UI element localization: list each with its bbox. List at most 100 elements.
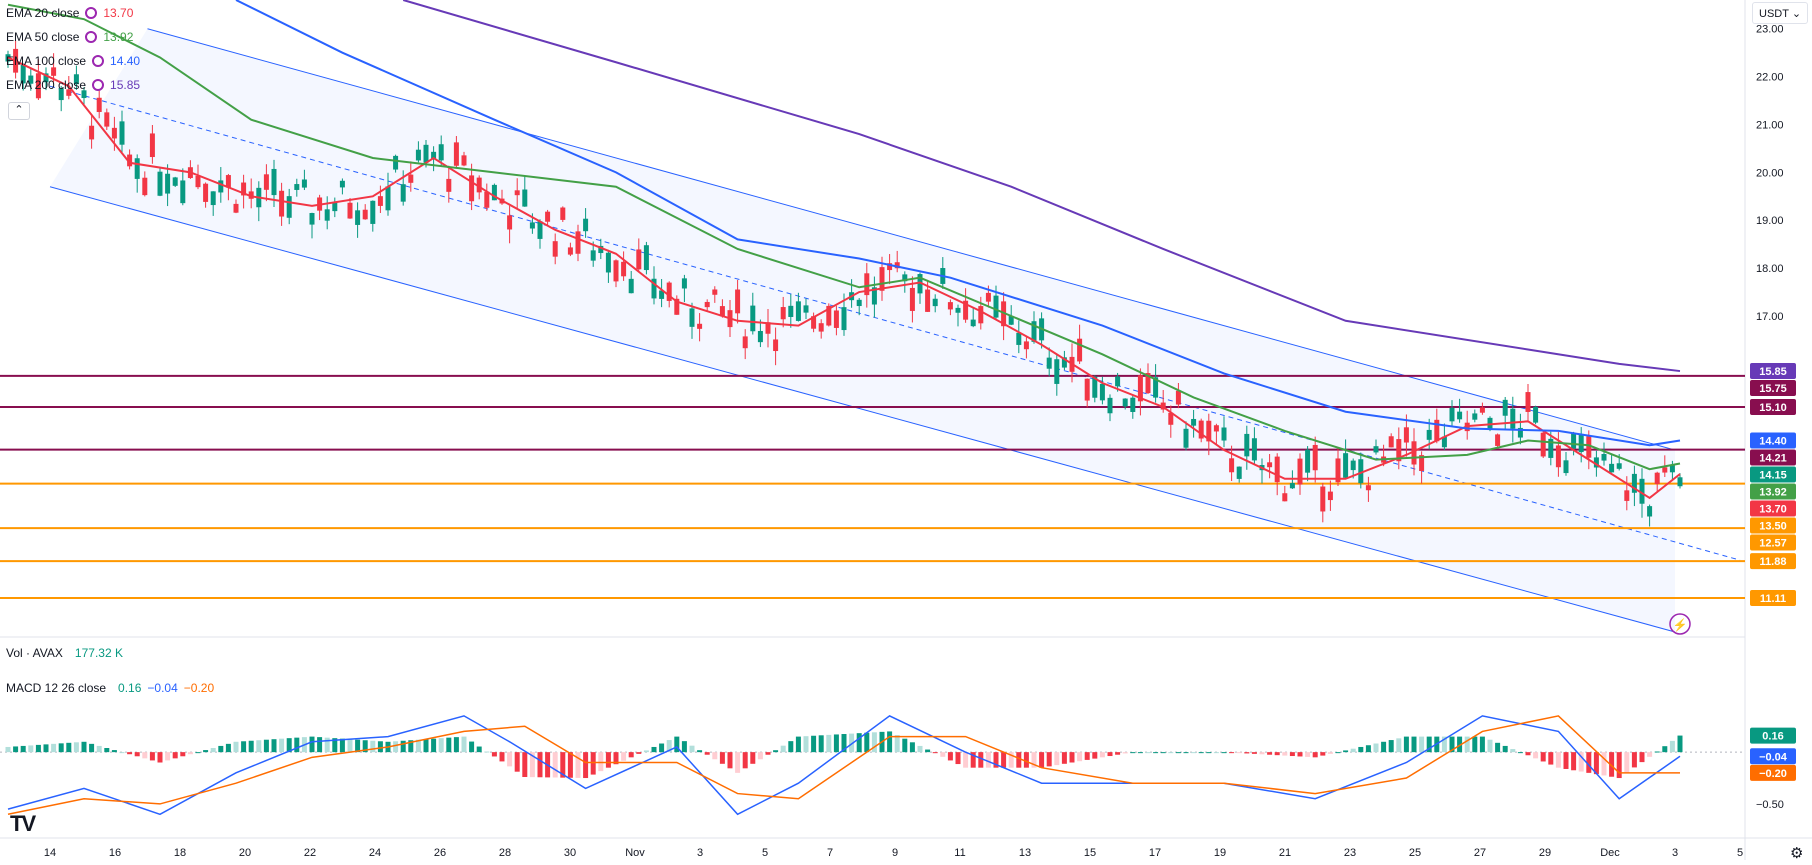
candle-body — [362, 209, 368, 220]
legend-volume-name: Vol · AVAX — [6, 646, 63, 660]
macd-bar — [1624, 752, 1630, 773]
macd-bar — [499, 752, 505, 762]
candle-body — [1388, 436, 1394, 448]
legend-macd[interactable]: MACD 12 26 close 0.16 −0.04 −0.20 — [6, 681, 214, 695]
candle-body — [1191, 418, 1197, 426]
macd-bar — [1289, 752, 1295, 757]
candle-body — [324, 209, 330, 221]
macd-bar — [1061, 752, 1067, 764]
candle-body — [955, 307, 961, 313]
candle-body — [522, 189, 528, 207]
tradingview-logo[interactable]: TV — [10, 811, 36, 836]
macd-bar — [1472, 736, 1478, 753]
candle-body — [978, 306, 984, 324]
ema-line-0 — [7, 56, 1681, 500]
macd-bar — [1168, 752, 1174, 754]
candle-body — [621, 261, 627, 277]
legend-ema50[interactable]: EMA 50 close 13.92 — [6, 30, 133, 44]
candle-body — [704, 301, 710, 308]
macd-bar — [400, 740, 406, 753]
macd-bar — [165, 752, 171, 761]
candle-body — [689, 308, 695, 327]
macd-bar — [560, 752, 566, 778]
legend-ema20[interactable]: EMA 20 close 13.70 — [6, 6, 133, 20]
macd-bar — [1175, 752, 1181, 754]
candle-body — [58, 88, 64, 101]
macd-bar — [727, 752, 733, 769]
candle-body — [43, 73, 49, 83]
macd-histogram — [5, 731, 1683, 779]
macd-bar — [1191, 752, 1197, 754]
macd-bar — [1251, 752, 1257, 754]
macd-bar — [1647, 752, 1653, 757]
time-tick-label: 18 — [174, 847, 186, 859]
candle-body — [993, 295, 999, 318]
macd-bar — [871, 732, 877, 753]
macd-bar — [256, 740, 262, 753]
macd-bar — [735, 752, 741, 773]
candle-body — [89, 125, 95, 140]
candle-body — [286, 196, 292, 218]
macd-bar — [681, 741, 687, 753]
candle-body — [567, 247, 573, 255]
candle-body — [1183, 428, 1189, 448]
candle-body — [1289, 483, 1295, 489]
collapse-legend-button[interactable]: ⌃ — [8, 102, 30, 120]
candle-body — [309, 213, 315, 225]
indicator-settings-icon[interactable] — [85, 7, 98, 19]
gear-icon[interactable]: ⚙ — [1790, 845, 1804, 862]
macd-bar — [393, 741, 399, 753]
candle-body — [902, 274, 908, 282]
legend-ema100[interactable]: EMA 100 close 14.40 — [6, 54, 140, 68]
candle-body — [1609, 463, 1615, 473]
macd-bar — [605, 752, 611, 768]
candle-body — [1373, 446, 1379, 453]
candle-body — [370, 200, 376, 224]
legend-ema200[interactable]: EMA 200 close 15.85 — [6, 78, 140, 92]
candle-body — [1198, 420, 1204, 439]
macd-bar — [955, 752, 961, 765]
candle-body — [818, 323, 824, 332]
candle-body — [96, 97, 102, 112]
macd-bar — [1426, 736, 1432, 753]
currency-selector[interactable]: USDT ⌄ — [1752, 2, 1808, 24]
channel-middle-line — [49, 85, 1741, 561]
candle-body — [1092, 376, 1098, 398]
macd-bar — [1441, 736, 1447, 753]
indicator-settings-icon[interactable] — [92, 55, 105, 67]
indicator-settings-icon[interactable] — [92, 79, 105, 91]
legend-volume[interactable]: Vol · AVAX 177.32 K — [6, 646, 123, 660]
macd-bar — [203, 750, 209, 753]
candle-body — [1084, 378, 1090, 401]
macd-bar — [1145, 752, 1151, 754]
chevron-down-icon: ⌄ — [1791, 8, 1802, 20]
macd-tag-label: 0.16 — [1762, 731, 1783, 743]
macd-bar — [1274, 752, 1280, 756]
macd-bar — [66, 742, 72, 753]
candle-body — [225, 175, 231, 188]
macd-bar — [431, 738, 437, 753]
candle-body — [203, 183, 209, 202]
indicator-settings-icon[interactable] — [85, 31, 98, 43]
macd-bar — [1282, 752, 1288, 756]
macd-bar — [446, 737, 452, 753]
macd-bar — [841, 734, 847, 753]
macd-bar — [1077, 752, 1083, 762]
macd-bar — [940, 752, 946, 757]
macd-tag — [1750, 764, 1796, 781]
candle-body — [1267, 462, 1273, 468]
macd-bar — [127, 752, 133, 755]
candle-body — [765, 322, 771, 334]
candle-body — [248, 191, 254, 199]
candle-body — [339, 180, 345, 188]
candle-body — [446, 178, 452, 192]
candle-body — [271, 168, 277, 196]
price-tick-label: 20.00 — [1756, 167, 1784, 179]
candle-body — [142, 177, 148, 196]
macd-bar — [294, 737, 300, 753]
candle-body — [1593, 457, 1599, 468]
macd-bar — [1213, 752, 1219, 754]
candle-body — [1639, 478, 1645, 504]
candle-body — [575, 231, 581, 254]
